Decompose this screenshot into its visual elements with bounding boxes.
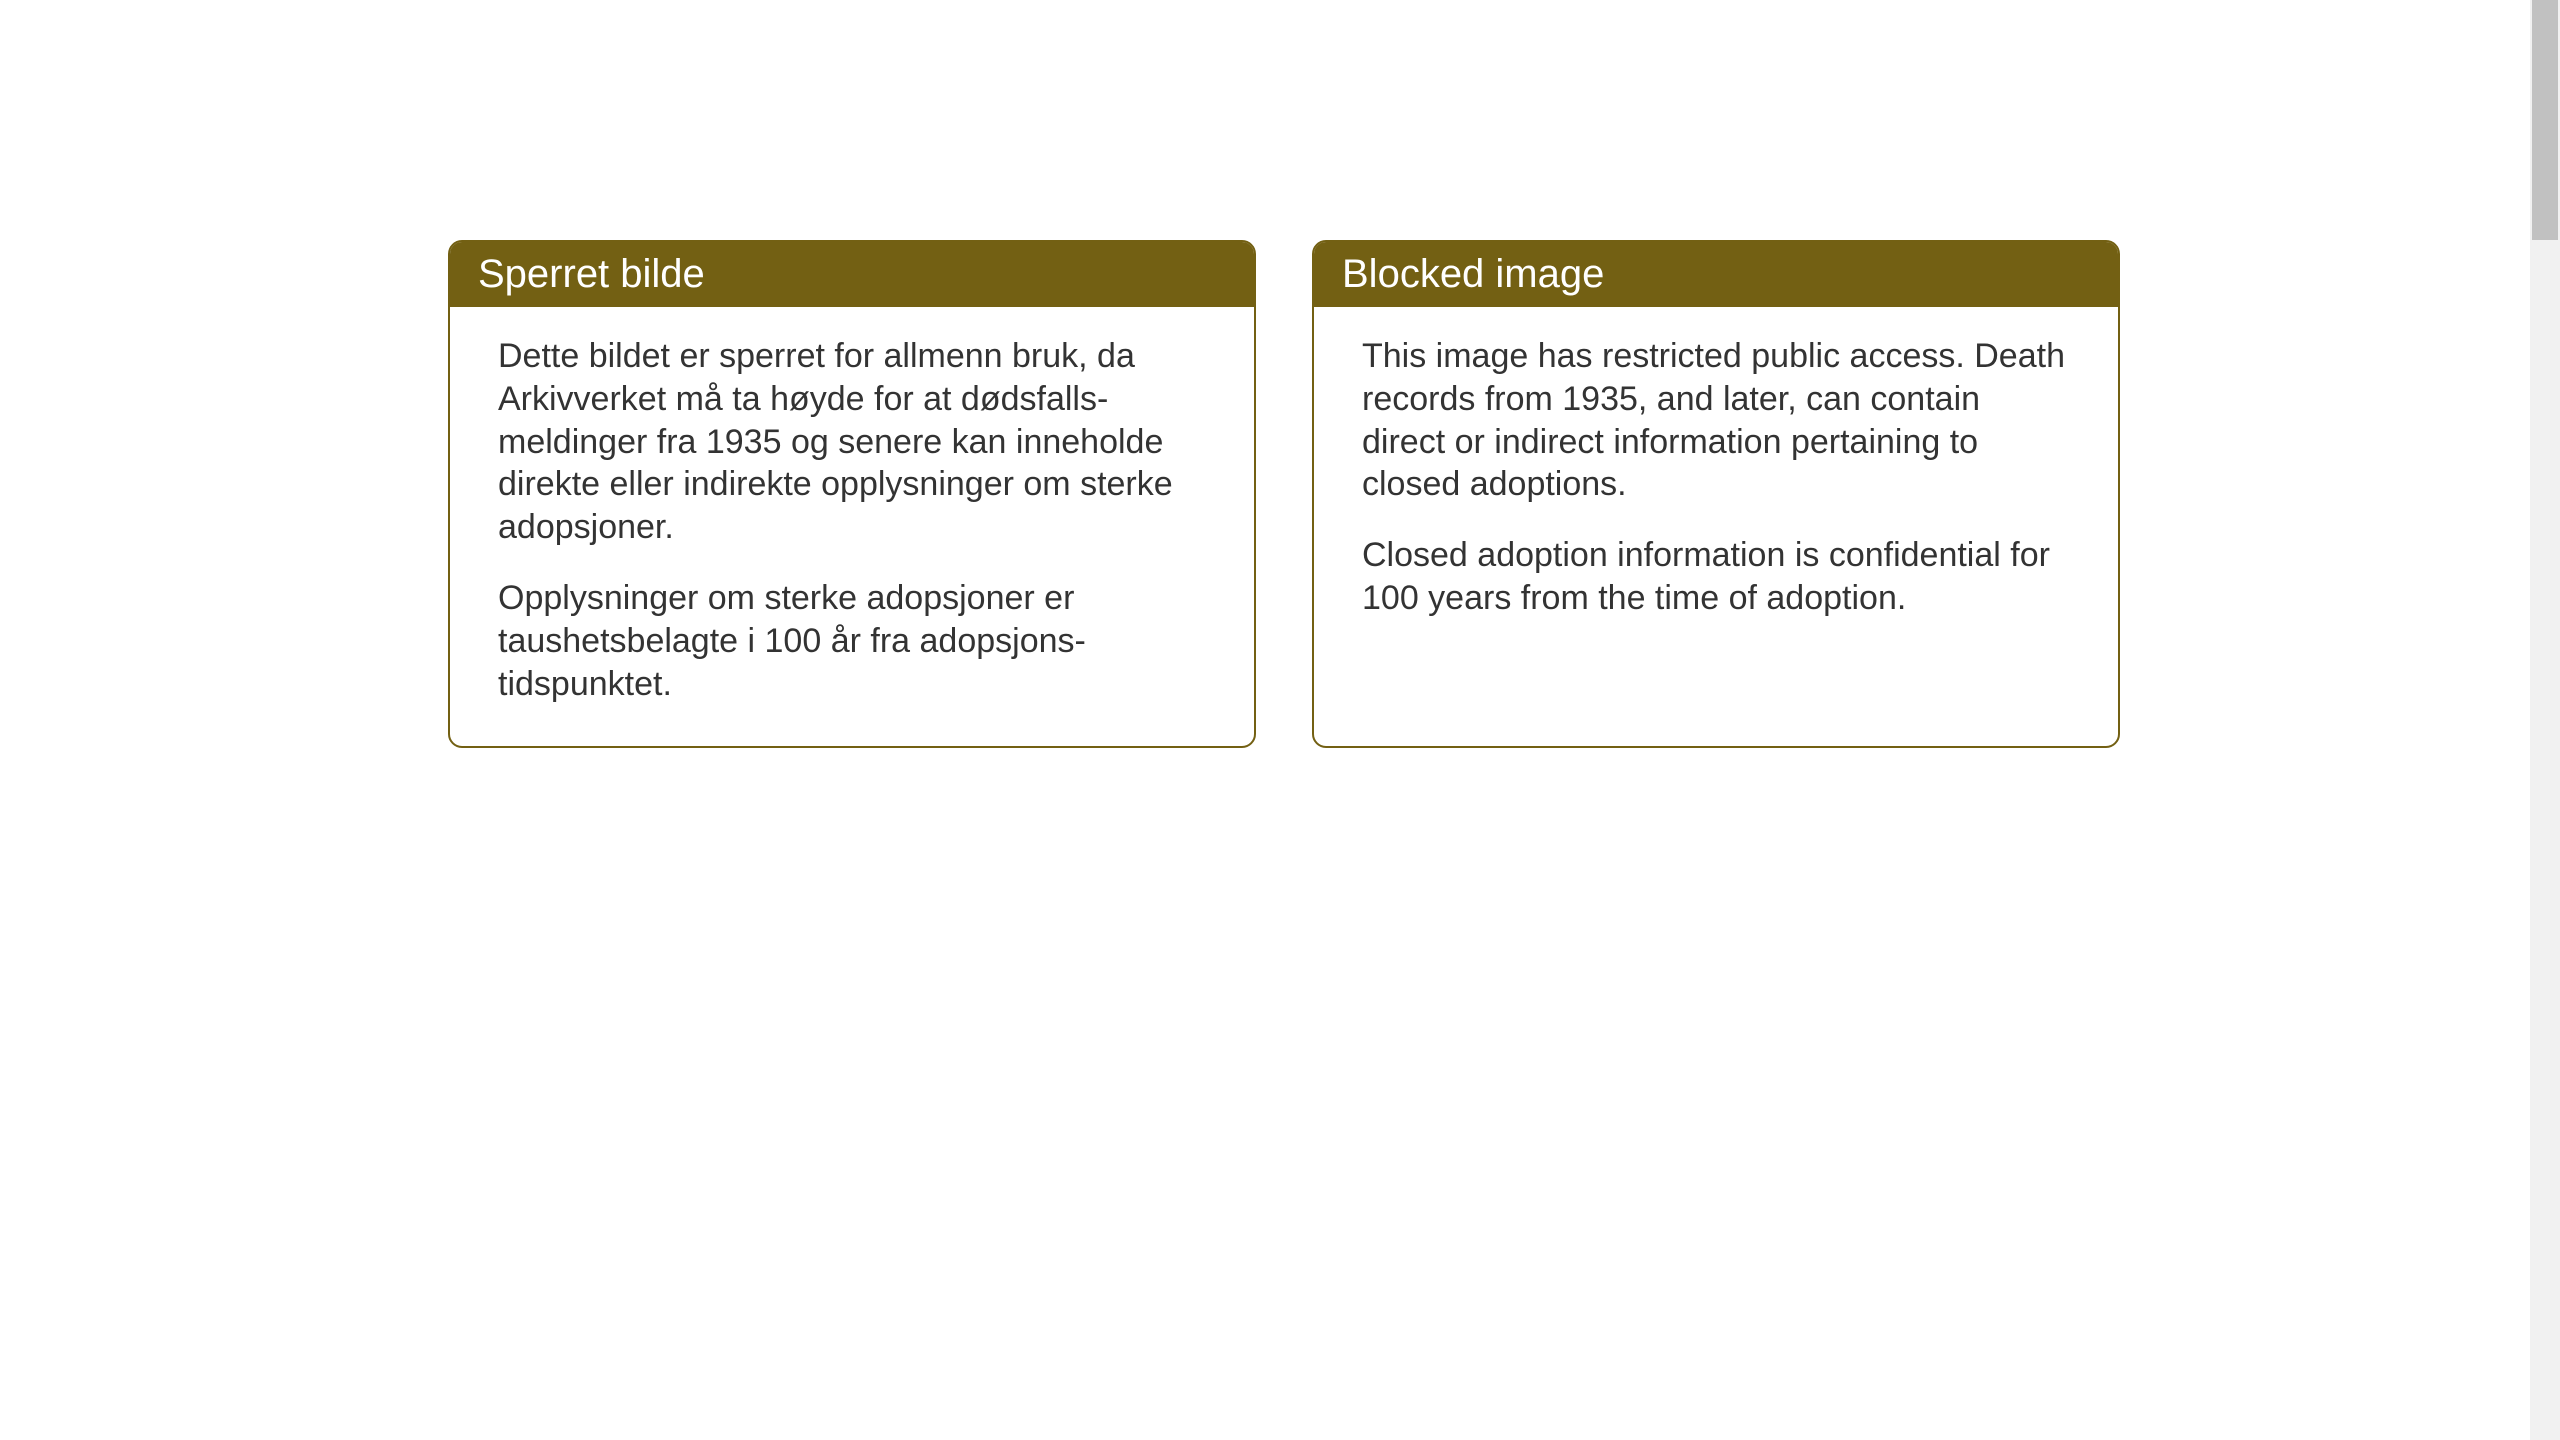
scrollbar-thumb[interactable] — [2532, 0, 2558, 240]
norwegian-card-body: Dette bildet er sperret for allmenn bruk… — [450, 307, 1254, 746]
english-card-body: This image has restricted public access.… — [1314, 307, 2118, 660]
norwegian-card-title: Sperret bilde — [450, 242, 1254, 307]
vertical-scrollbar[interactable] — [2530, 0, 2560, 1440]
norwegian-paragraph-2: Opplysninger om sterke adopsjoner er tau… — [498, 577, 1206, 705]
english-paragraph-1: This image has restricted public access.… — [1362, 335, 2070, 506]
english-notice-card: Blocked image This image has restricted … — [1312, 240, 2120, 748]
norwegian-notice-card: Sperret bilde Dette bildet er sperret fo… — [448, 240, 1256, 748]
english-card-title: Blocked image — [1314, 242, 2118, 307]
norwegian-paragraph-1: Dette bildet er sperret for allmenn bruk… — [498, 335, 1206, 549]
notice-container: Sperret bilde Dette bildet er sperret fo… — [448, 240, 2120, 748]
english-paragraph-2: Closed adoption information is confident… — [1362, 534, 2070, 620]
